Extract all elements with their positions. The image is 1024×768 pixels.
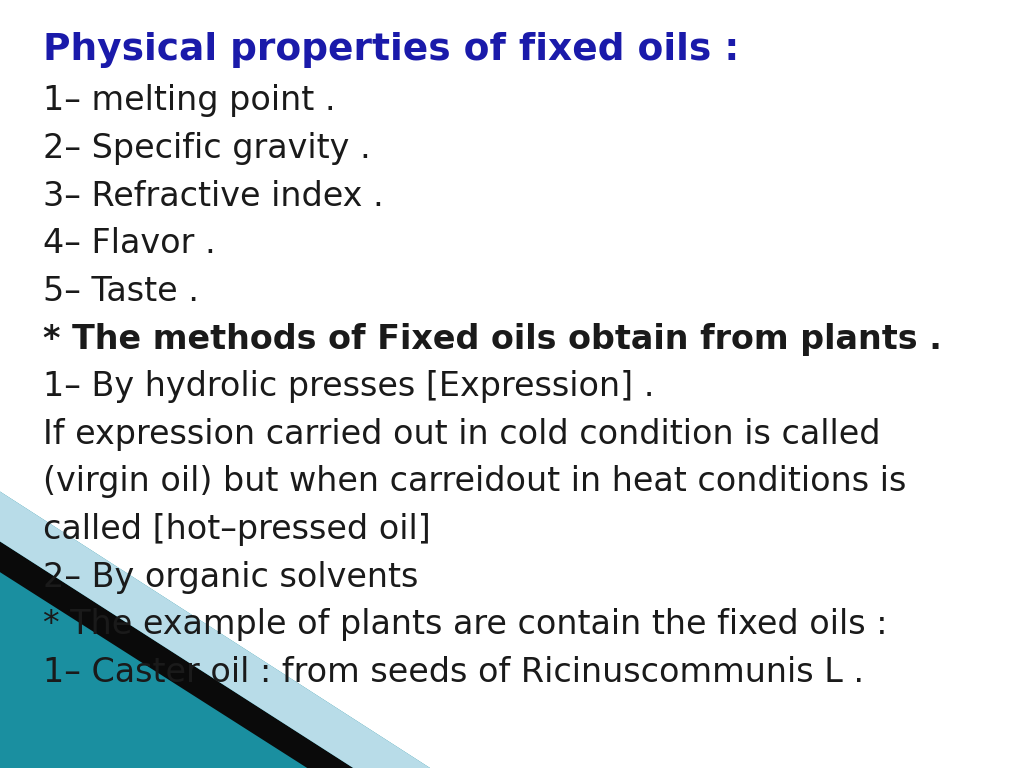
Polygon shape bbox=[0, 492, 430, 768]
Text: 1– Caster oil : from seeds of Ricinuscommunis L .: 1– Caster oil : from seeds of Ricinuscom… bbox=[43, 656, 864, 689]
Text: Physical properties of fixed oils :: Physical properties of fixed oils : bbox=[43, 32, 739, 68]
Text: If expression carried out in cold condition is called: If expression carried out in cold condit… bbox=[43, 418, 881, 451]
Text: * The methods of Fixed oils obtain from plants .: * The methods of Fixed oils obtain from … bbox=[43, 323, 942, 356]
Text: 1– melting point .: 1– melting point . bbox=[43, 84, 336, 118]
Text: called [hot–pressed oil]: called [hot–pressed oil] bbox=[43, 513, 431, 546]
Polygon shape bbox=[0, 541, 353, 768]
Text: 2– Specific gravity .: 2– Specific gravity . bbox=[43, 132, 371, 165]
Text: 2– By organic solvents: 2– By organic solvents bbox=[43, 561, 419, 594]
Text: (virgin oil) but when carreidout in heat conditions is: (virgin oil) but when carreidout in heat… bbox=[43, 465, 906, 498]
Text: 1– By hydrolic presses [Expression] .: 1– By hydrolic presses [Expression] . bbox=[43, 370, 654, 403]
Text: * The example of plants are contain the fixed oils :: * The example of plants are contain the … bbox=[43, 608, 888, 641]
Text: 5– Taste .: 5– Taste . bbox=[43, 275, 199, 308]
Text: 3– Refractive index .: 3– Refractive index . bbox=[43, 180, 384, 213]
Polygon shape bbox=[0, 492, 430, 768]
Text: 4– Flavor .: 4– Flavor . bbox=[43, 227, 216, 260]
